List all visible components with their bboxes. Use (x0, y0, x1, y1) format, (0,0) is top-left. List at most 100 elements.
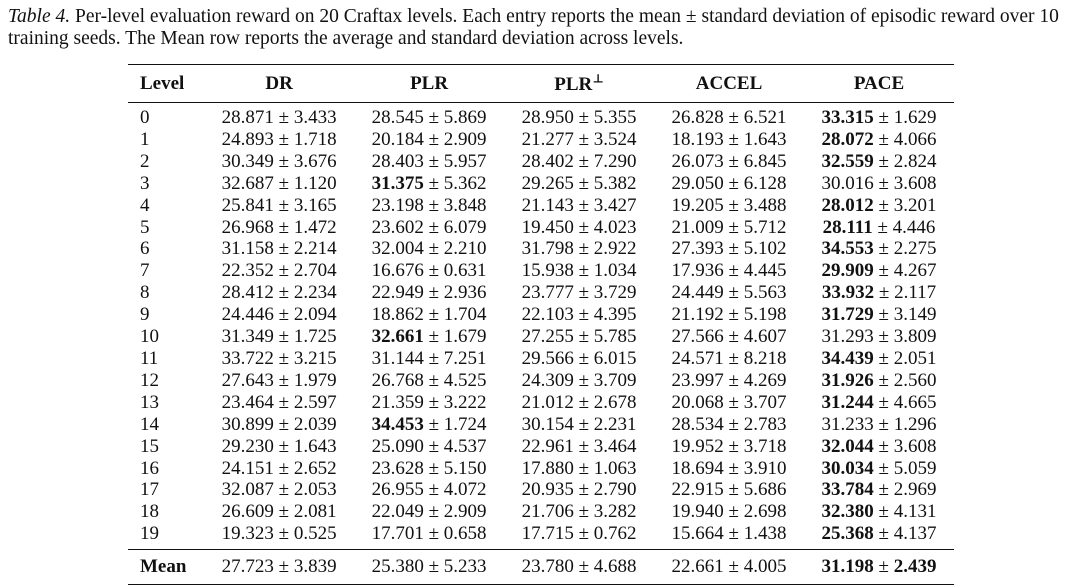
cell-std: 2.081 (293, 501, 337, 523)
cell-mean: 31.233 (821, 413, 874, 435)
cell-std: 3.676 (293, 150, 337, 172)
table-row: 8 28.412 ± 2.234 22.949 ± 2.936 23.777 ± 3.… (128, 282, 954, 304)
cell-std: 2.597 (293, 391, 337, 413)
cell-mean: 32.380 (821, 501, 874, 523)
cell-dr: 31.158 ± 2.214 (221, 238, 337, 260)
cell-mean: 30.899 (221, 413, 274, 435)
table-row: 19 19.323 ± 0.525 17.701 ± 0.658 17.715 ± 0… (128, 523, 954, 549)
cell-mean: 17.880 (521, 457, 574, 479)
cell-dr: 33.722 ± 3.215 (221, 347, 337, 369)
cell-mean: 23.780 (521, 556, 574, 578)
cell-accel: 19.952 ± 3.718 (671, 435, 787, 457)
cell-mean: 32.044 (821, 435, 874, 457)
cell-mean: 29.566 (521, 347, 574, 369)
table-body: 0 28.871 ± 3.433 28.545 ± 5.869 28.950 ± 5.… (128, 103, 954, 550)
cell-mean: 15.938 (521, 260, 574, 282)
cell-std: 3.608 (893, 435, 937, 457)
cell-mean: 21.277 (521, 128, 574, 150)
cell-std: 5.686 (743, 479, 787, 501)
mean-cell-pace: 31.198 ± 2.439 (804, 549, 954, 586)
cell-plr: 23.198 ± 3.848 (371, 194, 487, 216)
cell-std: 1.725 (293, 326, 337, 348)
cell-mean: 28.072 (821, 128, 874, 150)
mean-cell-dr: 27.723 ± 3.839 (204, 549, 355, 586)
cell-std: 3.707 (743, 391, 787, 413)
cell-plr: 28.403 ± 5.957 (371, 150, 487, 172)
cell-pace: 33.784 ± 2.969 (821, 479, 937, 501)
cell-pace: 34.553 ± 2.275 (821, 238, 937, 260)
cell-pace: 32.559 ± 2.824 (821, 150, 937, 172)
cell-dr: 32.087 ± 2.053 (221, 479, 337, 501)
cell-accel: 19.205 ± 3.488 (671, 194, 787, 216)
cell-mean: 29.230 (221, 435, 274, 457)
cell-dr: 28.412 ± 2.234 (221, 282, 337, 304)
cell-plr: 21.359 ± 3.222 (371, 391, 487, 413)
cell-accel: 27.566 ± 4.607 (671, 326, 787, 348)
cell-dr: 23.464 ± 2.597 (221, 391, 337, 413)
cell-pace: 33.932 ± 2.117 (821, 282, 937, 304)
cell-mean: 27.566 (671, 326, 724, 348)
cell-mean: 26.073 (671, 150, 724, 172)
cell-std: 3.608 (893, 172, 937, 194)
cell-plr: 25.090 ± 4.537 (371, 435, 487, 457)
cell-mean: 19.952 (671, 435, 724, 457)
cell-dr: 30.349 ± 3.676 (221, 150, 337, 172)
cell-std: 3.149 (893, 304, 937, 326)
cell-mean: 26.968 (221, 216, 274, 238)
table-row: 17 32.087 ± 2.053 26.955 ± 4.072 20.935 ± 2… (128, 479, 954, 501)
level-cell: 3 (140, 172, 150, 194)
cell-std: 3.282 (593, 501, 637, 523)
cell-std: 2.652 (293, 457, 337, 479)
cell-mean: 23.602 (371, 216, 424, 238)
cell-std: 8.218 (743, 347, 787, 369)
cell-std: 5.957 (443, 150, 487, 172)
cell-std: 1.724 (443, 413, 487, 435)
cell-plr: 20.184 ± 2.909 (371, 128, 487, 150)
cell-pace: 33.315 ± 1.629 (821, 107, 937, 128)
cell-std: 4.137 (893, 523, 937, 545)
cell-std: 3.718 (743, 435, 787, 457)
cell-mean: 28.545 (371, 107, 424, 128)
cell-std: 7.251 (443, 347, 487, 369)
cell-plr-perp: 24.309 ± 3.709 (521, 369, 637, 391)
cell-mean: 26.828 (671, 107, 724, 128)
cell-pace: 28.012 ± 3.201 (821, 194, 937, 216)
cell-pace: 31.293 ± 3.809 (821, 326, 937, 348)
cell-plr: 26.768 ± 4.525 (371, 369, 487, 391)
cell-plr-perp: 31.798 ± 2.922 (521, 238, 637, 260)
cell-std: 2.210 (443, 238, 487, 260)
cell-std: 0.525 (293, 523, 337, 545)
cell-std: 3.910 (743, 457, 787, 479)
table-row: 15 29.230 ± 1.643 25.090 ± 4.537 22.961 ± 3… (128, 436, 954, 458)
cell-pace: 25.368 ± 4.137 (821, 523, 937, 545)
cell-std: 3.809 (893, 326, 937, 348)
cell-mean: 15.664 (671, 523, 724, 545)
cell-dr: 28.871 ± 3.433 (221, 107, 337, 128)
cell-pace: 32.380 ± 4.131 (821, 501, 937, 523)
cell-mean: 28.402 (521, 150, 574, 172)
cell-std: 5.198 (743, 304, 787, 326)
cell-std: 4.269 (743, 369, 787, 391)
table-row: 10 31.349 ± 1.725 32.661 ± 1.679 27.255 ± 5… (128, 326, 954, 348)
cell-mean: 33.932 (821, 282, 875, 304)
cell-std: 3.839 (293, 556, 337, 578)
cell-mean: 21.359 (371, 391, 424, 413)
cell-mean: 21.192 (671, 304, 724, 326)
cell-mean: 28.403 (371, 150, 424, 172)
cell-mean: 18.694 (671, 457, 724, 479)
cell-std: 6.845 (743, 150, 787, 172)
cell-std: 5.362 (443, 172, 487, 194)
cell-mean: 24.449 (671, 282, 724, 304)
cell-std: 1.438 (743, 523, 787, 545)
level-cell: 1 (140, 128, 150, 150)
cell-mean: 29.909 (821, 260, 874, 282)
cell-std: 4.267 (893, 260, 937, 282)
cell-std: 1.979 (293, 369, 337, 391)
cell-mean: 31.798 (521, 238, 574, 260)
cell-std: 1.679 (443, 326, 487, 348)
cell-pace: 31.244 ± 4.665 (821, 391, 937, 413)
cell-std: 6.128 (743, 172, 787, 194)
cell-mean: 31.158 (221, 238, 274, 260)
header-accel: ACCEL (654, 64, 804, 103)
cell-mean: 23.997 (671, 369, 724, 391)
